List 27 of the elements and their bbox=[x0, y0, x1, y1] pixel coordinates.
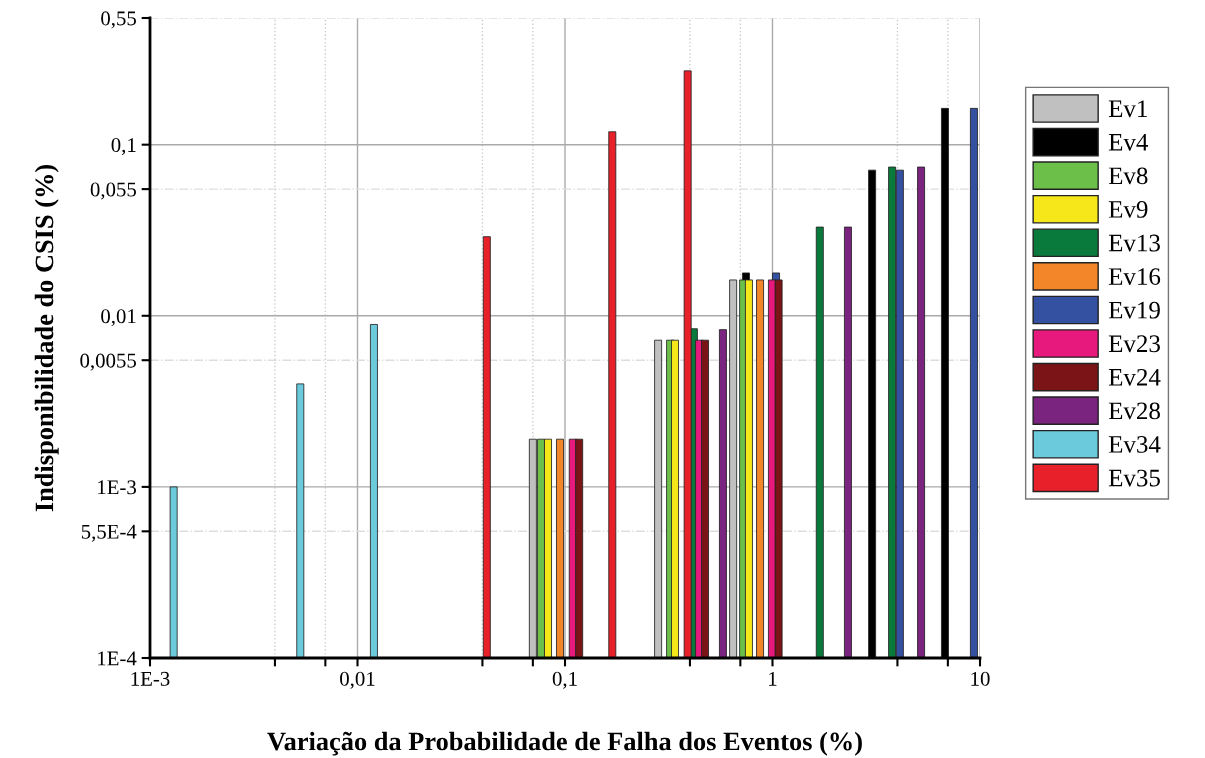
legend-label: Ev16 bbox=[1108, 268, 1161, 285]
x-tick-label: 1E-3 bbox=[131, 671, 170, 686]
x-tick-label: 0,01 bbox=[340, 671, 375, 689]
y-tick-label: 0,55 bbox=[101, 11, 136, 29]
y-tick-label: 0,055 bbox=[90, 182, 136, 200]
legend-label: Ev8 bbox=[1108, 167, 1148, 185]
y-tick-label: 0,0055 bbox=[80, 353, 136, 371]
x-axis-title: Variação da Probabilidade de Falha dos Eventos (%) bbox=[267, 731, 862, 756]
legend-label: Ev24 bbox=[1108, 368, 1161, 386]
legend-label: Ev9 bbox=[1108, 201, 1148, 218]
y-tick-label: 0,1 bbox=[111, 138, 136, 156]
y-tick-label: 1E-3 bbox=[98, 480, 136, 495]
x-tick-label: 10 bbox=[971, 671, 990, 686]
x-tick-label: 0,1 bbox=[552, 671, 577, 689]
legend-label: Ev28 bbox=[1108, 402, 1160, 420]
legend-label: Ev19 bbox=[1108, 301, 1160, 319]
legend-label: Ev1 bbox=[1108, 100, 1147, 118]
legend-label: Ev23 bbox=[1108, 335, 1160, 353]
legend-label: Ev13 bbox=[1108, 234, 1160, 252]
y-tick-label: 5,5E-4 bbox=[81, 524, 137, 542]
legend-label: Ev35 bbox=[1108, 469, 1160, 487]
legend-label: Ev4 bbox=[1108, 134, 1149, 151]
y-tick-label: 1E-4 bbox=[98, 651, 137, 666]
y-tick-label: 0,01 bbox=[101, 309, 136, 327]
legend-label: Ev34 bbox=[1108, 436, 1161, 453]
y-axis-title: Indisponibilidade do CSIS (%) bbox=[34, 164, 59, 512]
x-tick-label: 1 bbox=[769, 671, 777, 686]
